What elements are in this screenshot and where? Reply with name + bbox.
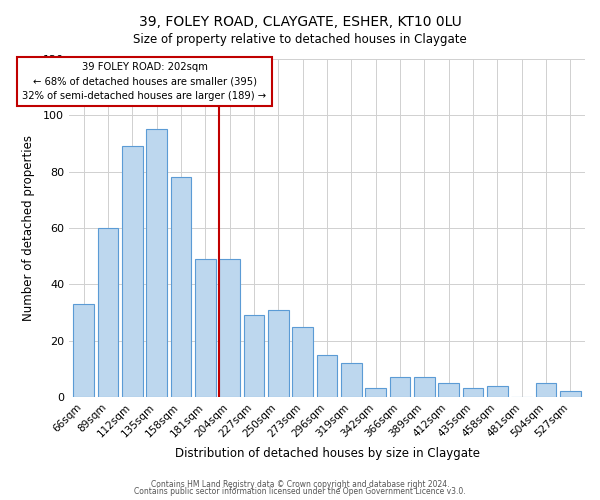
Bar: [122, 146, 143, 397]
X-axis label: Distribution of detached houses by size in Claygate: Distribution of detached houses by size …: [175, 447, 479, 460]
Bar: [146, 130, 167, 397]
Bar: [195, 259, 215, 397]
Text: Contains HM Land Registry data © Crown copyright and database right 2024.: Contains HM Land Registry data © Crown c…: [151, 480, 449, 489]
Text: Size of property relative to detached houses in Claygate: Size of property relative to detached ho…: [133, 32, 467, 46]
Text: 39, FOLEY ROAD, CLAYGATE, ESHER, KT10 0LU: 39, FOLEY ROAD, CLAYGATE, ESHER, KT10 0L…: [139, 15, 461, 29]
Bar: [98, 228, 118, 397]
Bar: [292, 326, 313, 397]
Bar: [463, 388, 484, 397]
Bar: [244, 316, 265, 397]
Bar: [389, 377, 410, 397]
Bar: [536, 383, 556, 397]
Bar: [268, 310, 289, 397]
Bar: [73, 304, 94, 397]
Y-axis label: Number of detached properties: Number of detached properties: [22, 135, 35, 321]
Bar: [414, 377, 435, 397]
Text: 39 FOLEY ROAD: 202sqm
← 68% of detached houses are smaller (395)
32% of semi-det: 39 FOLEY ROAD: 202sqm ← 68% of detached …: [22, 62, 266, 102]
Bar: [317, 354, 337, 397]
Bar: [341, 363, 362, 397]
Bar: [220, 259, 240, 397]
Bar: [487, 386, 508, 397]
Bar: [365, 388, 386, 397]
Bar: [170, 178, 191, 397]
Bar: [439, 383, 459, 397]
Bar: [560, 392, 581, 397]
Text: Contains public sector information licensed under the Open Government Licence v3: Contains public sector information licen…: [134, 487, 466, 496]
